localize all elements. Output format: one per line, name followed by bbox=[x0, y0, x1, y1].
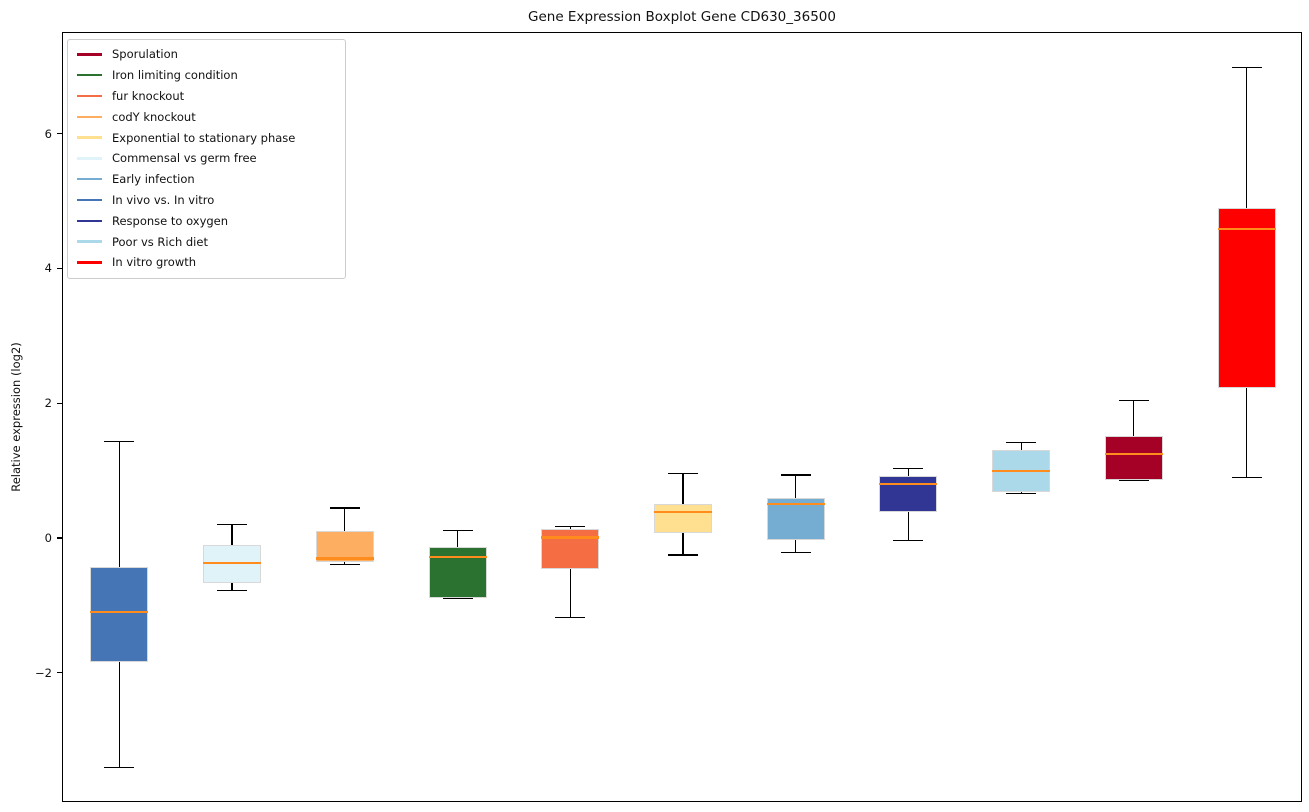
y-axis-label-wrap: Relative expression (log2) bbox=[8, 32, 24, 802]
box-rect bbox=[654, 503, 712, 533]
legend-swatch-cody-knockout bbox=[77, 115, 102, 119]
legend-swatch-commensal-vs-germ-free bbox=[77, 157, 102, 160]
plot-area: Sporulation Iron limiting condition fur kn… bbox=[62, 32, 1302, 802]
whisker-cap-top bbox=[555, 526, 586, 528]
median-line bbox=[90, 610, 149, 613]
y-tick-label-2: 2 bbox=[44, 396, 52, 411]
y-tick-label-4: 4 bbox=[44, 261, 52, 276]
legend-item-iron-limiting-condition: Iron limiting condition bbox=[68, 65, 345, 86]
whisker-cap-top bbox=[329, 507, 360, 509]
y-tick-mark bbox=[57, 402, 62, 404]
legend-swatch-exponential-to-stationary-phase bbox=[77, 136, 102, 139]
median-line bbox=[992, 469, 1051, 472]
median-line bbox=[1217, 227, 1276, 231]
box-rect bbox=[879, 476, 938, 512]
whisker-cap-top bbox=[1231, 66, 1262, 68]
y-tick-mark bbox=[57, 537, 62, 539]
whisker-cap-bottom bbox=[442, 597, 473, 599]
legend-swatch-iron-limiting-condition bbox=[77, 73, 102, 77]
whisker-line bbox=[569, 526, 571, 618]
y-tick-mark bbox=[57, 133, 62, 135]
legend-label: Early infection bbox=[112, 172, 195, 187]
box-rect bbox=[1217, 208, 1276, 388]
whisker-cap-bottom bbox=[1231, 477, 1262, 479]
whisker-cap-top bbox=[1006, 441, 1037, 444]
box-rect bbox=[1104, 435, 1163, 481]
whisker-cap-bottom bbox=[780, 551, 811, 553]
whisker-cap-top bbox=[442, 530, 473, 532]
box-rect bbox=[90, 566, 149, 662]
legend-label: Response to oxygen bbox=[112, 213, 229, 228]
box-rect bbox=[315, 530, 374, 562]
median-line bbox=[1104, 452, 1163, 456]
whisker-cap-bottom bbox=[1006, 493, 1037, 495]
whisker-cap-bottom bbox=[555, 617, 586, 619]
whisker-cap-top bbox=[1118, 400, 1149, 402]
whisker-cap-bottom bbox=[1118, 479, 1149, 481]
legend-item-fur-knockout: fur knockout bbox=[68, 86, 345, 107]
y-tick-mark bbox=[57, 672, 62, 674]
whisker-cap-top bbox=[104, 440, 135, 442]
legend-item-exponential-to-stationary-phase: Exponential to stationary phase bbox=[68, 127, 345, 148]
whisker-cap-top bbox=[893, 468, 924, 470]
legend-item-commensal-vs-germ-free: Commensal vs germ free bbox=[68, 148, 345, 169]
y-tick-label-6: 6 bbox=[44, 126, 52, 141]
legend-label: In vitro growth bbox=[112, 255, 197, 270]
y-axis-label: Relative expression (log2) bbox=[9, 342, 24, 492]
legend-item-response-to-oxygen: Response to oxygen bbox=[68, 210, 345, 231]
legend-item-poor-vs-rich-diet: Poor vs Rich diet bbox=[68, 231, 345, 252]
whisker-cap-top bbox=[217, 524, 248, 526]
y-tick-mark bbox=[57, 267, 62, 270]
legend-item-in-vivo-vs-in-vitro: In vivo vs. In vitro bbox=[68, 190, 345, 211]
median-line bbox=[203, 562, 262, 565]
median-line bbox=[766, 502, 825, 505]
legend-label: In vivo vs. In vitro bbox=[112, 192, 215, 207]
legend-swatch-early-infection bbox=[77, 177, 102, 181]
whisker-cap-bottom bbox=[329, 563, 360, 566]
legend-label: codY knockout bbox=[112, 109, 196, 124]
legend-item-early-infection: Early infection bbox=[68, 169, 345, 190]
median-line bbox=[654, 510, 712, 514]
legend-item-in-vitro-growth: In vitro growth bbox=[68, 252, 345, 273]
legend-label: fur knockout bbox=[112, 88, 185, 103]
whisker-cap-top bbox=[668, 472, 698, 475]
legend-label: Sporulation bbox=[112, 47, 178, 62]
legend-item-cody-knockout: codY knockout bbox=[68, 106, 345, 127]
whisker-cap-top bbox=[780, 474, 811, 476]
median-line bbox=[428, 556, 487, 559]
box-rect bbox=[541, 529, 600, 570]
median-line bbox=[541, 536, 600, 539]
legend-swatch-response-to-oxygen bbox=[77, 219, 102, 223]
legend-swatch-in-vitro-growth bbox=[77, 261, 102, 264]
legend-label: Commensal vs germ free bbox=[112, 151, 257, 166]
legend: Sporulation Iron limiting condition fur kn… bbox=[67, 39, 346, 279]
legend-swatch-fur-knockout bbox=[77, 94, 102, 98]
whisker-cap-bottom bbox=[217, 589, 248, 591]
median-line bbox=[879, 482, 938, 485]
chart-title: Gene Expression Boxplot Gene CD630_36500 bbox=[528, 9, 836, 25]
legend-label: Iron limiting condition bbox=[112, 68, 238, 83]
whisker-cap-bottom bbox=[104, 766, 135, 768]
median-line bbox=[315, 557, 374, 560]
y-tick-label-0: 0 bbox=[44, 530, 52, 545]
legend-swatch-in-vivo-vs-in-vitro bbox=[77, 198, 102, 202]
y-tick-label--2: −2 bbox=[35, 665, 52, 680]
legend-swatch-poor-vs-rich-diet bbox=[77, 240, 102, 243]
legend-item-sporulation: Sporulation bbox=[68, 44, 345, 65]
legend-swatch-sporulation bbox=[77, 53, 102, 56]
whisker-cap-bottom bbox=[668, 554, 698, 556]
box-rect bbox=[428, 547, 487, 599]
legend-label: Exponential to stationary phase bbox=[112, 130, 296, 145]
whisker-cap-bottom bbox=[893, 539, 924, 541]
legend-label: Poor vs Rich diet bbox=[112, 234, 208, 249]
